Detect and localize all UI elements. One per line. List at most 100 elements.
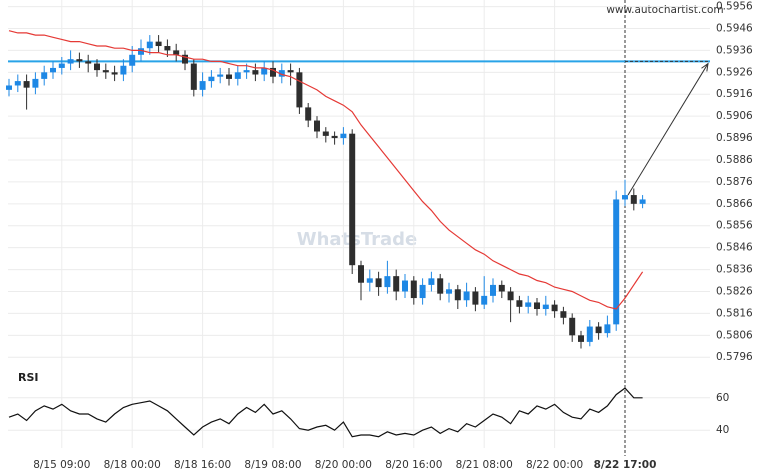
y-tick-label: 0.5936 [716, 44, 753, 56]
candle-body [129, 54, 136, 66]
candle-body [234, 72, 241, 79]
y-tick-label: 0.5926 [716, 66, 753, 78]
candle-body [173, 50, 180, 55]
rsi-label: RSI [18, 371, 39, 384]
x-tick-label: 8/19 08:00 [244, 459, 301, 471]
candle-body [578, 335, 584, 342]
candle-body [375, 278, 382, 288]
candle-body [428, 278, 435, 285]
candle-body [164, 46, 171, 51]
y-tick-label: 0.5916 [716, 88, 753, 100]
candle-body [331, 135, 338, 139]
x-tick-label: 8/21 08:00 [456, 459, 513, 471]
y-tick-label: 0.5796 [716, 351, 753, 363]
x-tick-label: 8/18 00:00 [104, 459, 161, 471]
candle-body [534, 302, 540, 310]
candle-body [454, 289, 461, 301]
candle-body [613, 199, 620, 325]
x-tick-label: 8/20 16:00 [385, 459, 442, 471]
x-tick-label: 8/20 00:00 [315, 459, 372, 471]
x-tick-label: 8/22 00:00 [526, 459, 583, 471]
candle-body [252, 70, 259, 75]
watermark: WhatsTrade [297, 229, 418, 250]
candle-body [120, 65, 127, 75]
candle-body [366, 278, 373, 283]
arrow-head [701, 62, 709, 72]
candle-body [542, 304, 549, 310]
candle-body [490, 284, 496, 296]
candle-body [76, 59, 83, 62]
candle-body [560, 311, 567, 318]
y-tick-label: 0.5816 [716, 307, 753, 319]
candle-body [270, 67, 276, 77]
y-tick-label: 0.5946 [716, 22, 753, 34]
candle-body [217, 74, 224, 77]
candle-body [481, 295, 488, 305]
candle-body [410, 280, 417, 299]
candle-body [569, 317, 576, 336]
y-tick-label: 0.5876 [716, 176, 753, 188]
candle-body [437, 278, 444, 294]
candle-body [14, 81, 21, 86]
x-tick-label: 8/15 09:00 [33, 459, 90, 471]
candle-body [94, 63, 100, 71]
candle-body [525, 302, 532, 307]
candle-body [340, 133, 347, 139]
candle-body [322, 131, 329, 136]
candle-body [287, 70, 294, 73]
candle-body [111, 72, 118, 75]
y-tick-label: 0.5826 [716, 285, 753, 297]
candle-body [586, 326, 593, 342]
candle-body [23, 81, 30, 88]
candle-body [226, 74, 232, 79]
candle-body [41, 72, 48, 79]
candle-body [155, 41, 162, 47]
candle-body [507, 291, 514, 301]
y-tick-label: 0.5906 [716, 110, 753, 122]
candle-body [402, 280, 408, 292]
candle-body [393, 276, 400, 292]
y-tick-label: 60 [716, 392, 729, 404]
candle-body [102, 70, 109, 73]
y-tick-label: 0.5806 [716, 329, 753, 341]
source: www.autochartist.com [606, 4, 723, 16]
y-tick-label: 0.5856 [716, 220, 753, 232]
candle-body [85, 61, 92, 64]
candle-body [384, 276, 391, 288]
candle-body [146, 41, 153, 49]
y-tick-label: 0.5846 [716, 242, 753, 254]
candle-body [551, 304, 558, 312]
forecast-arrow [627, 63, 709, 196]
candle-body [261, 67, 268, 75]
candle-body [604, 324, 611, 334]
candle-body [305, 107, 312, 121]
y-tick-label: 0.5836 [716, 264, 753, 276]
y-tick-label: 0.5886 [716, 154, 753, 166]
candle-body [32, 78, 39, 88]
candle-body [243, 70, 250, 73]
candle-body [498, 284, 505, 292]
candle-body [463, 291, 470, 301]
candle-body [296, 72, 303, 108]
candle-body [208, 76, 215, 82]
candle-body [138, 48, 144, 55]
candle-body [358, 265, 364, 283]
candle-body [349, 133, 356, 266]
candle-body [595, 326, 602, 334]
y-tick-label: 40 [716, 424, 729, 436]
rsi-line [8, 387, 643, 438]
candle-body [6, 85, 12, 90]
x-tick-label: 8/22 17:00 [594, 459, 657, 471]
candle-body [446, 289, 452, 294]
candle-body [622, 195, 628, 200]
y-tick-label: 0.5956 [716, 1, 753, 13]
candle-body [419, 284, 426, 299]
candle-body [190, 63, 197, 90]
y-tick-label: 0.5896 [716, 132, 753, 144]
candle-body [199, 81, 206, 90]
candle-body [58, 63, 65, 68]
candle-body [50, 67, 56, 73]
candle-body [67, 59, 74, 64]
candle-body [278, 70, 285, 77]
